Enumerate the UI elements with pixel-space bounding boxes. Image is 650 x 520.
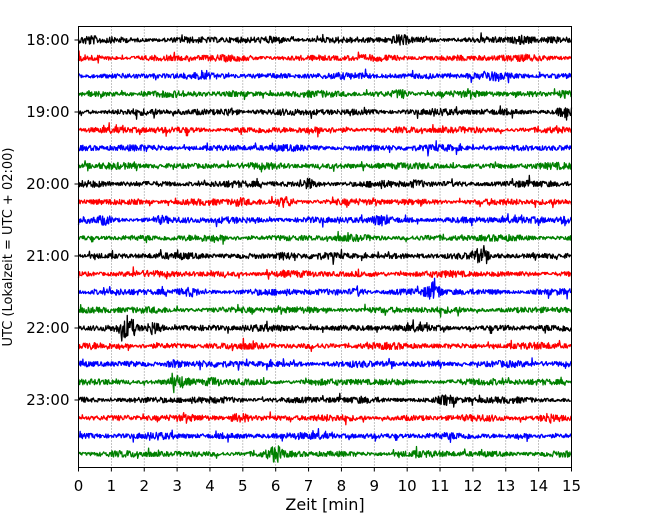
y-tick-label: 19:00 — [26, 103, 69, 121]
seismic-trace — [77, 266, 572, 280]
x-tick-label: 6 — [271, 477, 281, 495]
x-tick-label: 2 — [139, 477, 149, 495]
x-tick-label: 3 — [172, 477, 182, 495]
x-tick-label: 15 — [562, 477, 581, 495]
seismic-trace — [77, 314, 573, 342]
seismic-trace — [77, 122, 572, 138]
seismic-trace — [77, 303, 572, 318]
seismic-trace — [77, 213, 573, 228]
y-axis-ticks: 18:00 19:00 20:00 21:00 22:00 23:00 — [26, 31, 79, 409]
seismic-trace — [78, 445, 573, 463]
seismic-trace — [77, 277, 573, 300]
seismic-trace — [78, 357, 573, 371]
seismic-trace — [77, 337, 572, 353]
y-tick-label: 18:00 — [26, 31, 69, 49]
x-tick-label: 0 — [74, 477, 84, 495]
x-tick-label: 1 — [107, 477, 117, 495]
seismic-trace — [77, 174, 572, 190]
seismic-trace — [77, 140, 572, 157]
plot-frame — [78, 26, 572, 468]
x-tick-label: 7 — [304, 477, 314, 495]
y-tick-label: 23:00 — [26, 391, 69, 409]
x-tick-label: 8 — [337, 477, 347, 495]
seismic-trace — [78, 411, 573, 426]
seismic-trace — [77, 87, 573, 101]
x-tick-label: 14 — [529, 477, 548, 495]
seismic-trace — [77, 230, 573, 245]
y-tick-label: 20:00 — [26, 175, 69, 193]
x-tick-label: 11 — [430, 477, 449, 495]
seismic-trace — [77, 105, 573, 121]
x-tick-label: 12 — [463, 477, 482, 495]
x-tick-label: 4 — [205, 477, 215, 495]
seismic-trace — [77, 68, 573, 84]
seismic-trace — [77, 50, 573, 64]
seismic-trace — [77, 160, 572, 173]
y-axis-label: UTC (Lokalzeit = UTC + 02:00) — [1, 148, 16, 347]
seismic-trace — [77, 195, 573, 209]
seismic-trace — [78, 392, 572, 408]
x-tick-label: 5 — [238, 477, 248, 495]
seismic-trace — [77, 428, 573, 443]
seismic-trace — [77, 372, 573, 394]
seismic-traces — [77, 32, 573, 463]
x-tick-label: 10 — [398, 477, 417, 495]
x-tick-label: 9 — [370, 477, 380, 495]
y-tick-label: 22:00 — [26, 319, 69, 337]
seismic-trace — [77, 245, 573, 265]
y-tick-label: 21:00 — [26, 247, 69, 265]
seismic-trace — [77, 32, 573, 46]
x-axis-ticks: 0 1 2 3 4 5 6 7 8 9 10 11 12 13 14 15 — [74, 467, 581, 495]
x-axis-label: Zeit [min] — [285, 495, 364, 514]
x-tick-label: 13 — [496, 477, 515, 495]
